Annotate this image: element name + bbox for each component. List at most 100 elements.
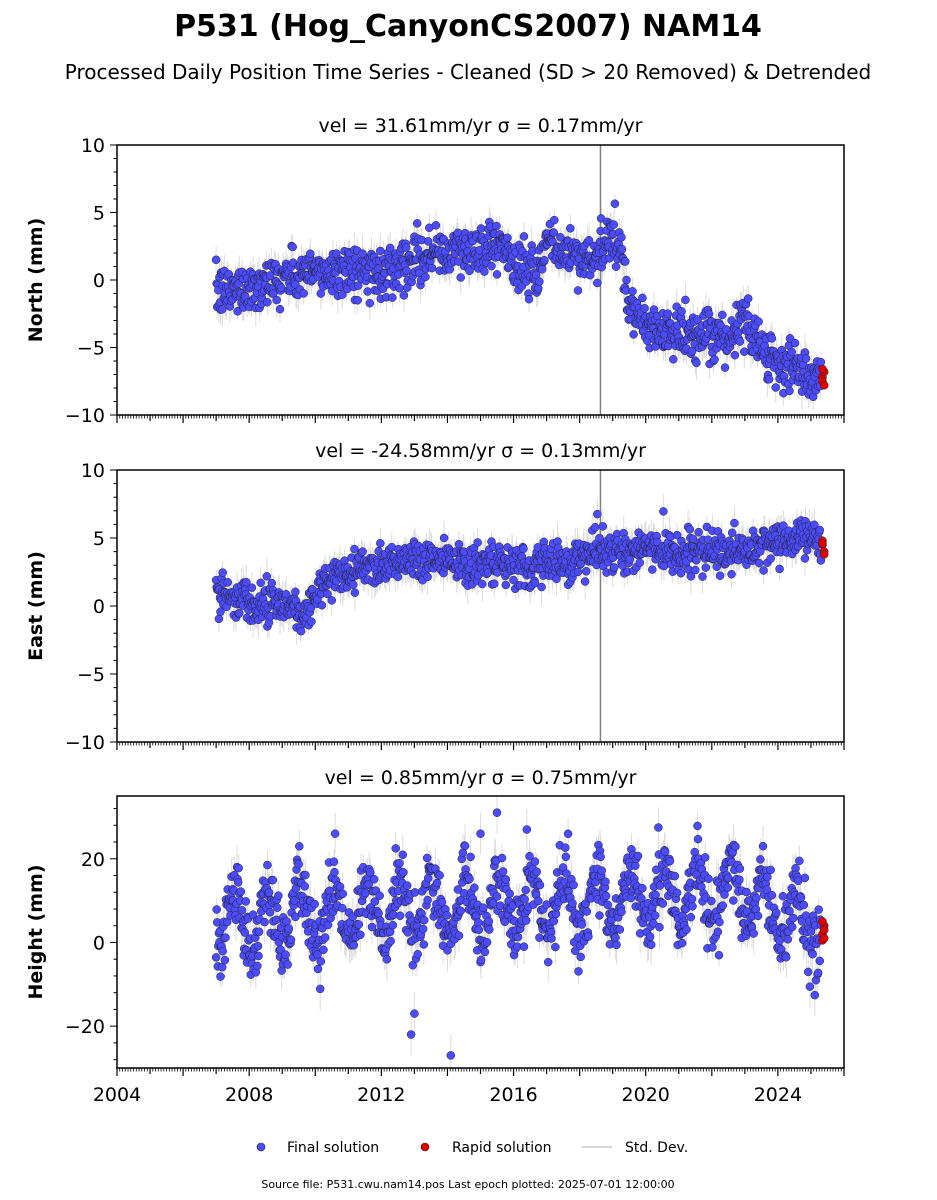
final-point [584, 235, 594, 245]
y-tick-label: −10 [65, 732, 105, 754]
final-point [212, 905, 221, 914]
final-point [477, 579, 487, 589]
final-point [218, 568, 227, 577]
final-point [521, 916, 531, 925]
final-point [216, 607, 225, 617]
final-point [519, 942, 529, 951]
panel-title: vel = -24.58mm/yr σ = 0.13mm/yr [315, 440, 646, 462]
final-point [317, 601, 327, 610]
final-point [253, 941, 263, 951]
rapid-point [819, 925, 829, 935]
y-tick-label: −10 [65, 405, 105, 427]
final-point [354, 920, 364, 929]
final-point [692, 555, 701, 565]
rapid-point [819, 550, 829, 559]
final-point [612, 940, 621, 950]
final-point [325, 886, 334, 896]
final-point [454, 539, 464, 549]
final-point [753, 911, 763, 921]
final-point [276, 283, 286, 292]
final-point [640, 304, 649, 313]
final-point [787, 347, 796, 357]
final-point [810, 520, 819, 530]
final-point [313, 964, 323, 974]
final-point [698, 572, 707, 581]
final-point [435, 871, 444, 880]
east-panel: vel = -24.58mm/yr σ = 0.13mm/yr East (mm)… [25, 440, 845, 754]
final-point [535, 933, 544, 942]
final-point [296, 626, 306, 636]
final-point [781, 952, 791, 962]
final-point [320, 933, 330, 942]
final-point [399, 868, 408, 877]
legend-final-label: Final solution [287, 1140, 379, 1156]
final-point [582, 907, 592, 916]
final-point [766, 865, 775, 875]
final-point [629, 330, 638, 339]
final-point [374, 909, 383, 918]
final-point [484, 917, 494, 926]
final-point [366, 868, 375, 877]
y-tick-label: −20 [65, 1016, 105, 1038]
final-point [568, 899, 577, 908]
final-point [306, 249, 315, 258]
final-point [611, 262, 621, 271]
y-tick-label: 20 [81, 849, 105, 871]
y-tick-label: 0 [93, 270, 105, 292]
final-point [650, 911, 660, 920]
final-point [767, 334, 777, 343]
final-point [423, 873, 433, 883]
final-point [767, 890, 777, 900]
final-point [490, 579, 499, 589]
final-point [735, 337, 745, 346]
y-axis-label: North (mm) [25, 218, 47, 343]
final-point [265, 908, 275, 917]
final-point [708, 943, 717, 952]
final-point [715, 917, 724, 927]
final-point [617, 907, 626, 917]
final-point [530, 578, 540, 588]
final-point [682, 925, 691, 934]
final-point [655, 922, 664, 932]
legend: Final solution Rapid solution Std. Dev. [256, 1140, 688, 1156]
final-point [562, 869, 571, 878]
final-point [395, 283, 404, 293]
final-point [617, 244, 627, 254]
legend-rapid-marker [420, 1142, 430, 1152]
final-point [367, 922, 377, 932]
final-point [214, 614, 224, 624]
final-point [531, 270, 541, 280]
final-point [265, 271, 275, 280]
final-point [563, 829, 573, 839]
final-point [577, 920, 587, 929]
final-point [815, 956, 825, 966]
final-point [216, 972, 225, 981]
height-panel: vel = 0.85mm/yr σ = 0.75mm/yr Height (mm)… [25, 767, 845, 1106]
final-point [388, 920, 398, 930]
final-point [211, 953, 221, 962]
final-point [551, 942, 560, 952]
final-point [323, 589, 332, 599]
final-point [241, 897, 251, 906]
final-point [307, 617, 316, 626]
final-point [646, 940, 656, 950]
final-point [806, 927, 816, 936]
final-point [813, 968, 823, 978]
final-point [422, 853, 432, 863]
final-point [615, 925, 625, 934]
final-point [805, 982, 815, 991]
final-point [785, 906, 794, 916]
final-point [778, 891, 788, 901]
final-point [262, 572, 272, 581]
final-point [315, 984, 325, 994]
final-point [635, 558, 644, 567]
final-point [727, 528, 737, 538]
final-point [742, 887, 751, 897]
final-point [677, 307, 686, 316]
x-tick-label: 2020 [622, 1084, 670, 1106]
final-point [659, 507, 668, 516]
final-point [254, 951, 263, 961]
final-point [217, 962, 227, 972]
final-point [316, 957, 326, 966]
final-point [800, 554, 810, 563]
